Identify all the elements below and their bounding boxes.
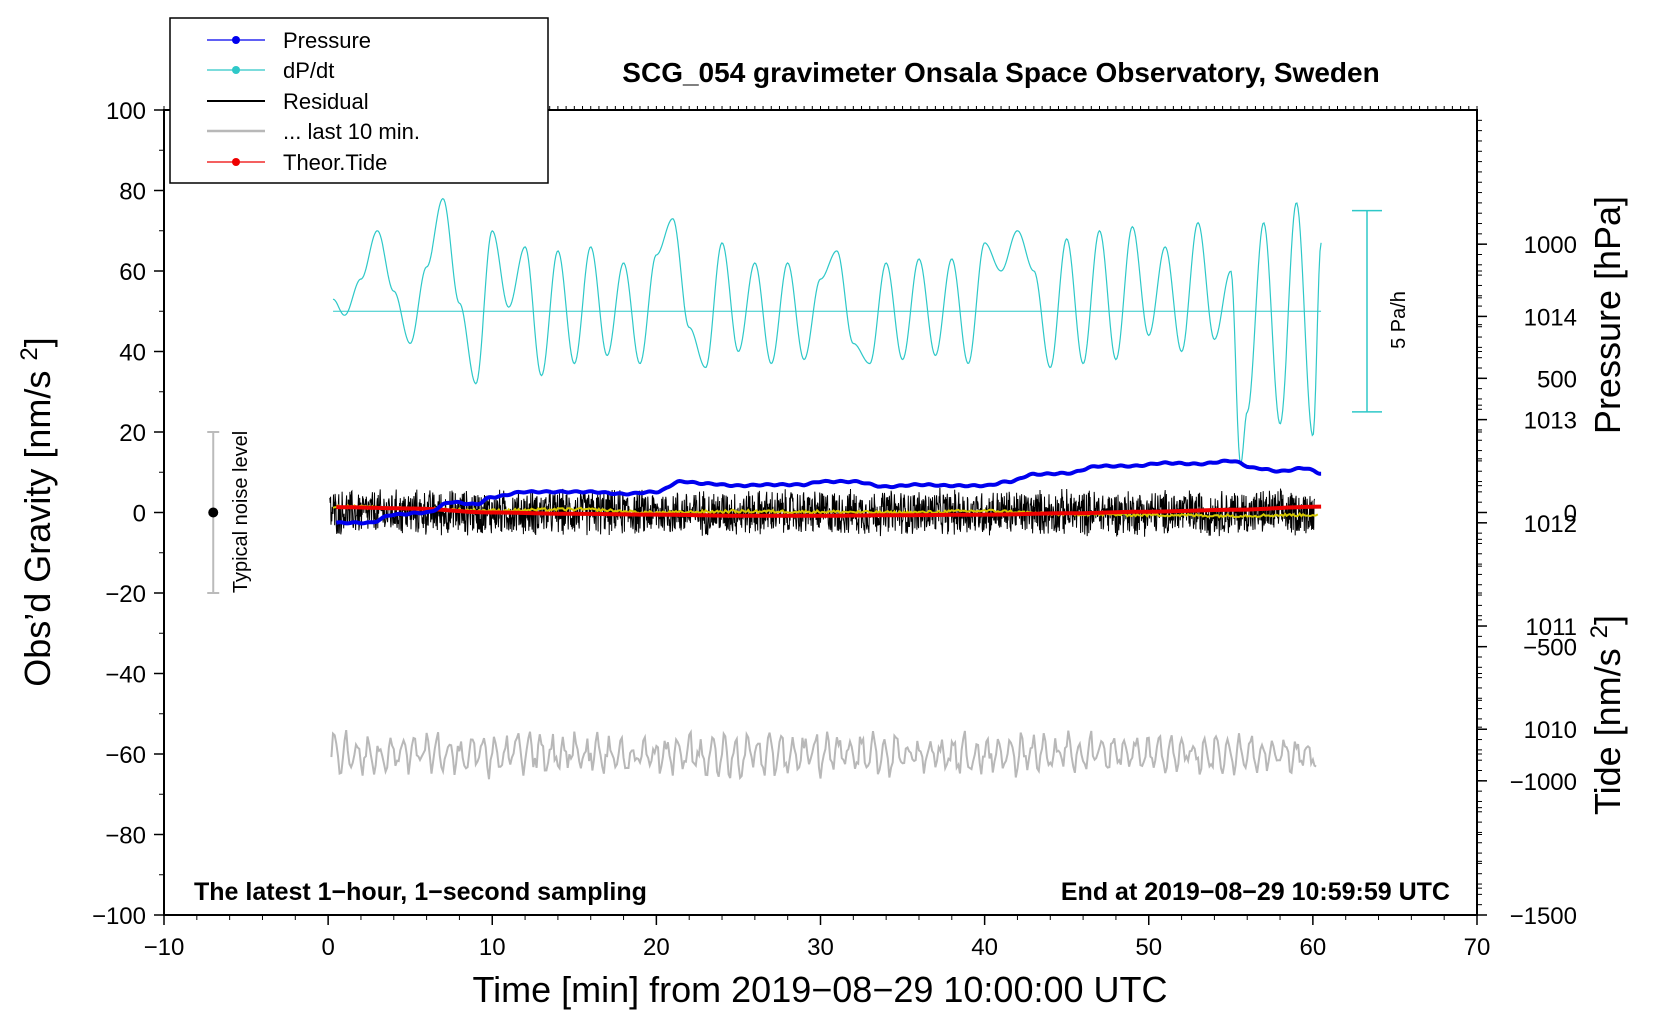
tide-tick-label-0: −1500 [1510,903,1577,930]
superscript-two: 2 [16,347,43,360]
x-tick-label-1: 0 [321,934,334,961]
x-tick-label-7: 60 [1300,934,1327,961]
noise-indicator-dot [208,507,219,518]
y-axis-title-tide: Tide [nm/s 2] [1586,615,1629,815]
series-pressure [335,458,1322,526]
series-theor-tide [336,504,1322,518]
y-tick-label-3: −40 [105,662,146,689]
legend-label-pressure: Pressure [283,28,371,53]
y-tick-label-10: 100 [106,98,146,125]
x-axis-title: Time [min] from 2019−08−29 10:00:00 UTC [472,969,1167,1010]
tide-tick-label-1: −1000 [1510,769,1577,796]
x-tick-label-2: 10 [479,934,506,961]
y-tick-label-1: −80 [105,823,146,850]
legend-marker-pressure [232,36,240,44]
x-tick-label-4: 30 [807,934,834,961]
tide-tick-label-3: 0 [1564,501,1577,528]
legend-marker-dpdt [232,66,240,74]
series-last-10-min [330,728,1317,781]
x-tick-label-6: 50 [1135,934,1162,961]
tide-tick-label-2: −500 [1523,635,1577,662]
axis-title-tail: ] [17,337,58,347]
legend-marker-tide [232,158,240,166]
y-tick-label-8: 60 [119,259,146,286]
chart-title: SCG_054 gravimeter Onsala Space Observat… [622,57,1379,88]
x-tick-label-8: 70 [1464,934,1491,961]
pressure-tick-label-1: 1011 [1525,614,1577,641]
superscript-two: 2 [1586,625,1613,638]
pressure-tick-label-4: 1014 [1524,304,1577,331]
pressure-tick-label-3: 1013 [1524,408,1577,435]
y-tick-label-6: 20 [119,420,146,447]
y-axis-title-pressure: Pressure [hPa] [1587,196,1628,434]
y-tick-label-7: 40 [119,340,146,367]
axis-title-tail: ] [1587,615,1628,625]
x-tick-label-0: −10 [144,934,185,961]
y-axis-title-tide-text: Tide [nm/s [1587,648,1628,815]
legend-label-last10: ... last 10 min. [283,119,420,144]
annotation-bottom-left: The latest 1−hour, 1−second sampling [194,878,647,906]
noise-indicator-label: Typical noise level [230,431,252,593]
legend-label-residual: Residual [283,89,369,114]
legend-label-dpdt: dP/dt [283,58,334,83]
y-axis-title-left-text: Obs’d Gravity [nm/s [17,371,58,687]
y-tick-label-9: 80 [119,179,146,206]
pressure-tick-label-2: 1012 [1524,511,1577,538]
legend-box [169,17,549,184]
annotation-bottom-right: End at 2019−08−29 10:59:59 UTC [1061,878,1450,906]
y-tick-label-4: −20 [105,581,146,608]
tide-tick-label-4: 500 [1537,366,1577,393]
series-dpdt [332,197,1322,467]
pressure-tick-label-0: 1010 [1524,717,1577,744]
dpdt-scale-label: 5 Pa/h [1388,291,1410,349]
y-tick-label-0: −100 [92,903,146,930]
y-axis-title-left: Obs’d Gravity [nm/s 2] [16,337,59,686]
tide-tick-label-5: 1000 [1524,232,1577,259]
y-tick-label-2: −60 [105,742,146,769]
series-layer [207,197,1382,781]
x-tick-label-5: 40 [971,934,998,961]
y-tick-label-5: 0 [133,501,146,528]
legend: Pressure dP/dt Residual ... last 10 min.… [169,17,549,184]
legend-label-tide: Theor.Tide [283,150,387,175]
x-tick-label-3: 20 [643,934,670,961]
axes-layer: −10 0 10 20 30 40 50 60 70−100−80−60−40−20020406… [92,98,1577,961]
